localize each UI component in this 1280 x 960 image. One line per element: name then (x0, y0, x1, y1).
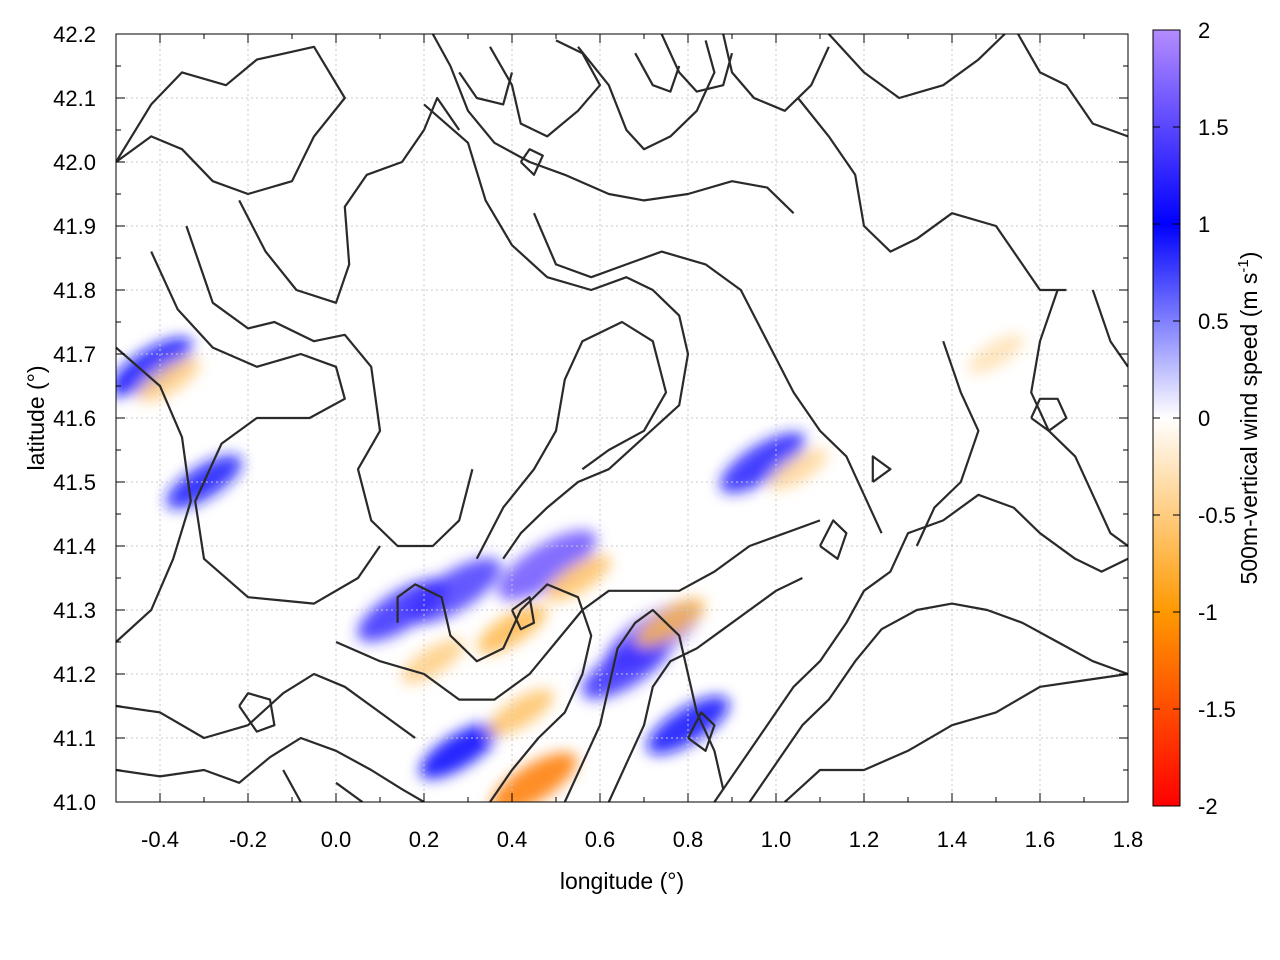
y-tick-label: 41.9 (53, 214, 96, 239)
colorbar-title-sup: -1 (1235, 259, 1252, 272)
colorbar-tick-label: 2 (1198, 18, 1210, 43)
contour-line-15 (1017, 34, 1128, 138)
x-tick-label: 0.6 (585, 827, 616, 852)
contour-line-17 (116, 672, 416, 740)
contour-line-0 (116, 45, 346, 196)
contour-line-38 (282, 769, 302, 802)
updraft-patch-4 (581, 636, 672, 700)
updraft-patch-8 (419, 722, 499, 779)
x-tick-label: 1.8 (1113, 827, 1144, 852)
contour-line-23 (748, 602, 1128, 802)
contour-line-6 (475, 320, 668, 560)
colorbar-tick-label: 1 (1198, 212, 1210, 237)
colorbar-title-main: 500m-vertical wind speed (m s (1236, 273, 1262, 585)
x-tick-label: 0.2 (409, 827, 440, 852)
downdraft-patch-17 (768, 448, 828, 491)
x-axis: -0.4 -0.2 0.0 0.2 0.4 0.6 0.8 1.0 1.2 1.4 1.6 1.8 (141, 827, 1143, 852)
colorbar-tick-label: -1.5 (1198, 697, 1236, 722)
plot-area (115, 33, 1129, 803)
contour-line-18 (116, 736, 425, 802)
contour-line-22 (713, 493, 1128, 802)
x-tick-label: -0.2 (229, 827, 267, 852)
contour-line-36 (519, 148, 544, 176)
contour-line-10 (577, 40, 716, 151)
contour-line-31 (687, 711, 716, 752)
downdraft-patch-11 (491, 752, 577, 802)
contour-line-30 (238, 692, 276, 733)
contour-line-32 (511, 596, 536, 631)
x-tick-label: 0.4 (497, 827, 528, 852)
y-tick-label: 42.0 (53, 150, 96, 175)
y-axis-title: latitude (°) (23, 365, 49, 470)
x-tick-label: 0.8 (673, 827, 704, 852)
contour-line-14 (827, 34, 1006, 100)
contour-line-34 (871, 455, 892, 483)
colorbar-tick-label: -0.5 (1198, 503, 1236, 528)
contour-line-25 (1030, 289, 1128, 547)
contour-line-4 (238, 96, 461, 304)
y-tick-label: 41.5 (53, 470, 96, 495)
contour-line-19 (396, 583, 593, 802)
contour-line-20 (563, 608, 725, 802)
y-tick-label: 41.0 (53, 790, 96, 815)
contour-line-7 (532, 212, 883, 534)
colorbar-tick-label: 1.5 (1198, 115, 1229, 140)
colorbar-tick-label: -1 (1198, 600, 1218, 625)
colorbar-tick-label: -2 (1198, 794, 1218, 819)
contour-line-11 (660, 34, 734, 93)
contour-line-37 (335, 781, 364, 802)
y-tick-label: 41.1 (53, 726, 96, 751)
y-axis: 41.0 41.1 41.2 41.3 41.4 41.5 41.6 41.7 41.8 41.9… (53, 22, 96, 815)
colorbar-tick-label: 0 (1198, 406, 1210, 431)
x-tick-label: 1.0 (761, 827, 792, 852)
colorbar: 2 1.5 1 0.5 0 -0.5 -1 -1.5 -2 500m-vertical wind… (1152, 18, 1262, 819)
colorbar-ticks: 2 1.5 1 0.5 0 -0.5 -1 -1.5 -2 (1153, 18, 1236, 819)
y-tick-label: 41.7 (53, 342, 96, 367)
contour-line-27 (915, 340, 980, 547)
y-tick-label: 42.1 (53, 86, 96, 111)
x-tick-label: 1.4 (937, 827, 968, 852)
terrain-contours (116, 34, 1128, 802)
contour-line-2 (150, 251, 381, 605)
y-tick-label: 41.2 (53, 662, 96, 687)
colorbar-tick-label: 0.5 (1198, 309, 1229, 334)
y-tick-label: 42.2 (53, 22, 96, 47)
updraft-patch-0 (497, 530, 597, 601)
x-tick-label: 0.0 (321, 827, 352, 852)
x-tick-label: -0.4 (141, 827, 179, 852)
contour-line-9 (489, 39, 602, 138)
colorbar-title: 500m-vertical wind speed (m s-1) (1235, 252, 1262, 585)
contour-line-13 (797, 97, 1067, 292)
contour-line-8 (431, 34, 795, 214)
updraft-patch-5 (719, 432, 806, 494)
x-tick-label: 1.2 (849, 827, 880, 852)
contour-line-21 (607, 577, 803, 802)
contour-line-5 (423, 103, 690, 560)
y-tick-label: 41.3 (53, 598, 96, 623)
contour-line-35 (1030, 397, 1068, 432)
contour-line-26 (1091, 289, 1128, 368)
contour-line-29 (634, 52, 681, 93)
contour-line-28 (458, 71, 514, 106)
downdraft-patch-12 (487, 689, 554, 736)
contour-line-33 (819, 519, 848, 560)
x-axis-title: longitude (°) (560, 868, 684, 894)
contour-line-1 (116, 346, 192, 643)
contour-line-24 (784, 672, 1128, 802)
colorbar-title-end: ) (1236, 252, 1262, 260)
y-tick-label: 41.4 (53, 534, 96, 559)
updraft-patch-6 (116, 337, 193, 397)
axis-ticks (115, 33, 1129, 803)
y-tick-label: 41.8 (53, 278, 96, 303)
x-tick-label: 1.6 (1025, 827, 1056, 852)
contour-line-3 (185, 225, 474, 548)
y-tick-label: 41.6 (53, 406, 96, 431)
wind-field (116, 334, 1025, 802)
contour-line-12 (722, 34, 830, 112)
downdraft-patch-16 (137, 357, 201, 402)
